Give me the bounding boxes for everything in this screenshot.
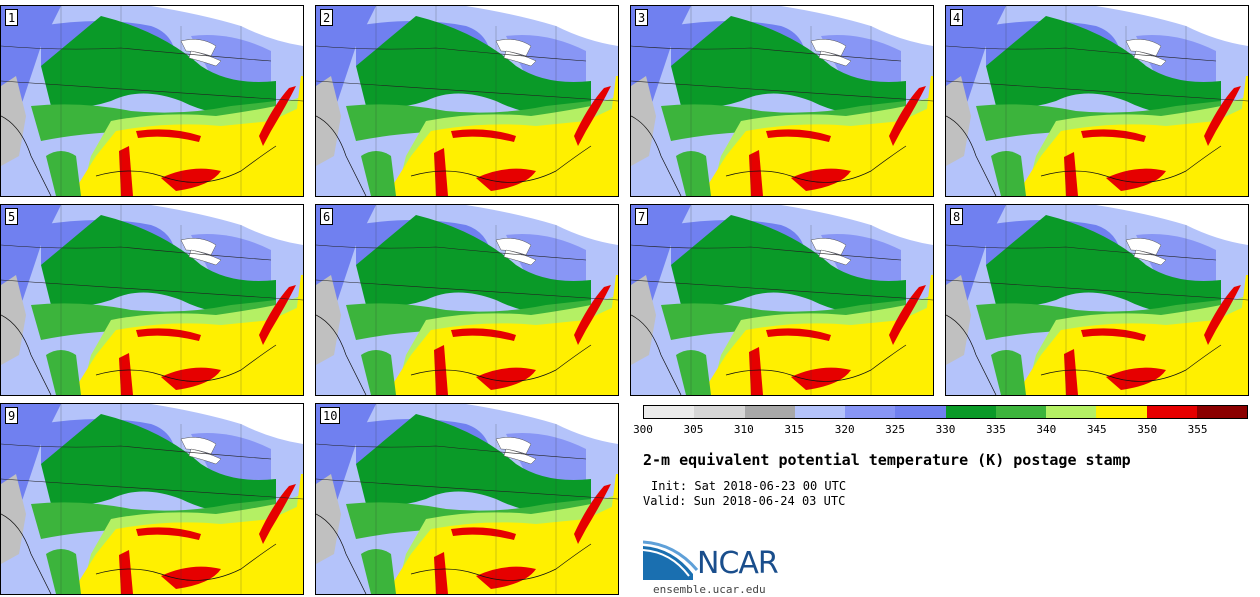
colorbar-tick-label: 320 — [834, 423, 855, 436]
postage-stamp-panel: 3 — [630, 5, 934, 197]
colorbar-tick-label: 350 — [1137, 423, 1158, 436]
member-number: 2 — [320, 9, 334, 26]
init-time: Init: Sat 2018-06-23 00 UTC — [651, 479, 847, 493]
stamp-map — [631, 6, 933, 196]
colorbar — [643, 405, 1248, 419]
figure-title: 2-m equivalent potential temperature (K)… — [643, 451, 1131, 469]
member-number: 10 — [320, 407, 341, 424]
valid-time: Valid: Sun 2018-06-24 03 UTC — [643, 494, 846, 508]
logo-text: NCAR — [697, 546, 779, 581]
colorbar-segment — [694, 406, 745, 418]
colorbar-tick-label: 325 — [885, 423, 906, 436]
colorbar-tick-label: 340 — [1036, 423, 1057, 436]
postage-stamp-panel: 5 — [0, 204, 304, 396]
colorbar-tick-label: 345 — [1086, 423, 1107, 436]
colorbar-tick-label: 305 — [683, 423, 704, 436]
postage-stamp-panel: 4 — [945, 5, 1249, 197]
postage-stamp-panel: 6 — [315, 204, 619, 396]
colorbar-segment — [1146, 406, 1197, 418]
stamp-map — [631, 205, 933, 395]
colorbar-segment — [1196, 406, 1247, 418]
member-number: 3 — [635, 9, 649, 26]
colorbar-ticks: 300 305 310 315 320 325 330 335 340 345 350 355 — [633, 423, 1248, 439]
stamp-map — [316, 205, 618, 395]
member-number: 7 — [635, 208, 649, 225]
colorbar-segment — [794, 406, 845, 418]
colorbar-segment — [1096, 406, 1147, 418]
colorbar-tick-label: 330 — [935, 423, 956, 436]
member-number: 8 — [950, 208, 964, 225]
colorbar-segment — [644, 406, 695, 418]
colorbar-tick-label: 300 — [633, 423, 653, 436]
site-url: ensemble.ucar.edu — [653, 583, 766, 596]
colorbar-tick-label: 310 — [733, 423, 754, 436]
postage-stamp-panel: 10 — [315, 403, 619, 595]
stamp-map — [316, 6, 618, 196]
stamp-map — [1, 404, 303, 594]
colorbar-segment — [895, 406, 946, 418]
stamp-map — [946, 6, 1248, 196]
postage-stamp-panel: 2 — [315, 5, 619, 197]
colorbar-tick-label: 355 — [1187, 423, 1208, 436]
postage-stamp-panel: 9 — [0, 403, 304, 595]
member-number: 4 — [950, 9, 964, 26]
member-number: 5 — [5, 208, 19, 225]
postage-stamp-panel: 1 — [0, 5, 304, 197]
colorbar-segment — [845, 406, 896, 418]
colorbar-tick-label: 315 — [784, 423, 805, 436]
colorbar-tick-label: 335 — [985, 423, 1006, 436]
member-number: 1 — [5, 9, 19, 26]
member-number: 6 — [320, 208, 334, 225]
colorbar-segment — [1046, 406, 1097, 418]
stamp-map — [1, 6, 303, 196]
colorbar-segment — [995, 406, 1046, 418]
colorbar-segment — [945, 406, 996, 418]
ncar-logo-icon — [643, 540, 699, 580]
member-number: 9 — [5, 407, 19, 424]
stamp-map — [946, 205, 1248, 395]
stamp-map — [316, 404, 618, 594]
postage-stamp-panel: 8 — [945, 204, 1249, 396]
colorbar-segment — [744, 406, 795, 418]
postage-stamp-panel: 7 — [630, 204, 934, 396]
stamp-map — [1, 205, 303, 395]
